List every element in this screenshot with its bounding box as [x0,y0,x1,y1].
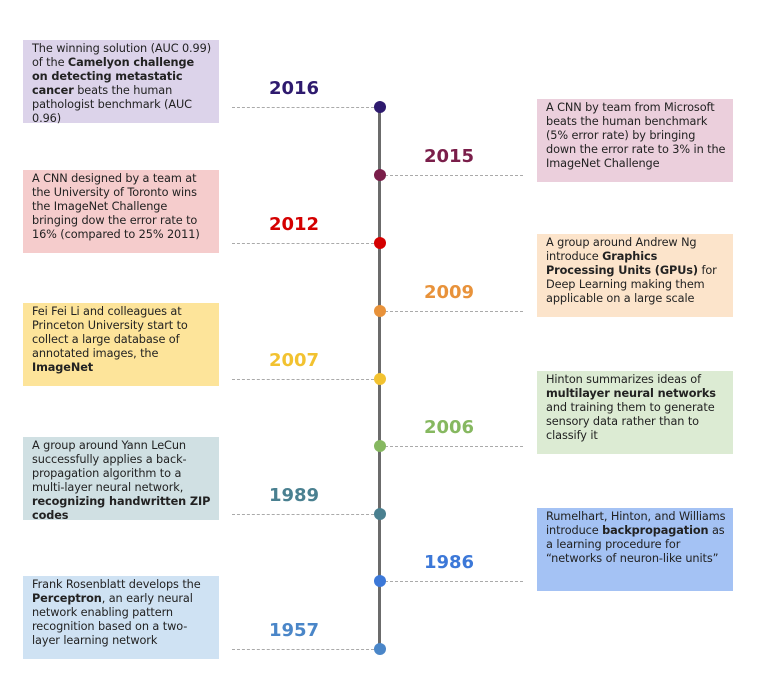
description-text: for Deep Learning making them applicable… [546,264,717,305]
connector-line [232,379,374,380]
connector-line [232,649,374,650]
description-text: Hinton summarizes ideas of [546,373,701,386]
description-text: and training them to generate sensory da… [546,401,715,442]
description-text: Frank Rosenblatt develops the [32,578,201,591]
event-dot [373,305,386,317]
event-dot [373,101,386,113]
highlighted-text: ImageNet [32,361,94,374]
description-text: A CNN by team from Microsoft beats the h… [546,101,726,170]
event-description: Rumelhart, Hinton, and Williams introduc… [537,508,733,591]
description-text: , an early neural network enabling patte… [32,592,193,647]
connector-line [385,311,523,312]
event-year: 2009 [423,282,475,303]
description-text: Fei Fei Li and colleagues at Princeton U… [32,305,188,360]
event-dot [373,575,386,587]
event-description: Fei Fei Li and colleagues at Princeton U… [23,303,219,386]
description-text: Rumelhart, Hinton, and Williams introduc… [546,510,726,537]
event-description: A CNN by team from Microsoft beats the h… [537,99,733,182]
connector-line [385,175,523,176]
connector-line [232,514,374,515]
highlighted-text: recognizing handwritten ZIP codes [32,495,211,522]
description-text: A group around Andrew Ng introduce [546,236,697,263]
event-description: A CNN designed by a team at the Universi… [23,170,219,253]
highlighted-text: Graphics Processing Units (GPUs) [546,250,698,277]
event-year: 1957 [268,620,320,641]
connector-line [385,446,523,447]
connector-line [232,243,374,244]
description-text: as a learning procedure for “networks of… [546,524,725,565]
event-year: 2007 [268,350,320,371]
event-dot [373,508,386,520]
description-text: A CNN designed by a team at the Universi… [32,172,200,241]
connector-line [232,107,374,108]
event-year: 2012 [268,214,320,235]
event-description: Frank Rosenblatt develops the Perceptron… [23,576,219,659]
description-text: A group around Yann LeCun successfully a… [32,439,187,494]
description-text: The winning solution (AUC 0.99) of the [32,42,212,69]
event-year: 1989 [268,485,320,506]
event-dot [373,440,386,452]
event-year: 1986 [423,552,475,573]
connector-line [385,581,523,582]
highlighted-text: Perceptron [32,592,102,605]
description-text: beats the human pathologist benchmark (A… [32,84,192,125]
event-description: A group around Andrew Ng introduce Graph… [537,234,733,317]
event-year: 2015 [423,146,475,167]
highlighted-text: Camelyon challenge on detecting metastat… [32,56,195,97]
event-dot [373,643,386,655]
event-dot [373,373,386,385]
event-description: The winning solution (AUC 0.99) of the C… [23,40,219,125]
highlighted-text: multilayer neural networks [546,387,716,400]
event-dot [373,237,386,249]
event-year: 2006 [423,417,475,438]
event-dot [373,169,386,181]
event-description: Hinton summarizes ideas of multilayer ne… [537,371,733,454]
event-year: 2016 [268,78,320,99]
event-description: A group around Yann LeCun successfully a… [23,437,219,522]
highlighted-text: backpropagation [602,524,709,537]
